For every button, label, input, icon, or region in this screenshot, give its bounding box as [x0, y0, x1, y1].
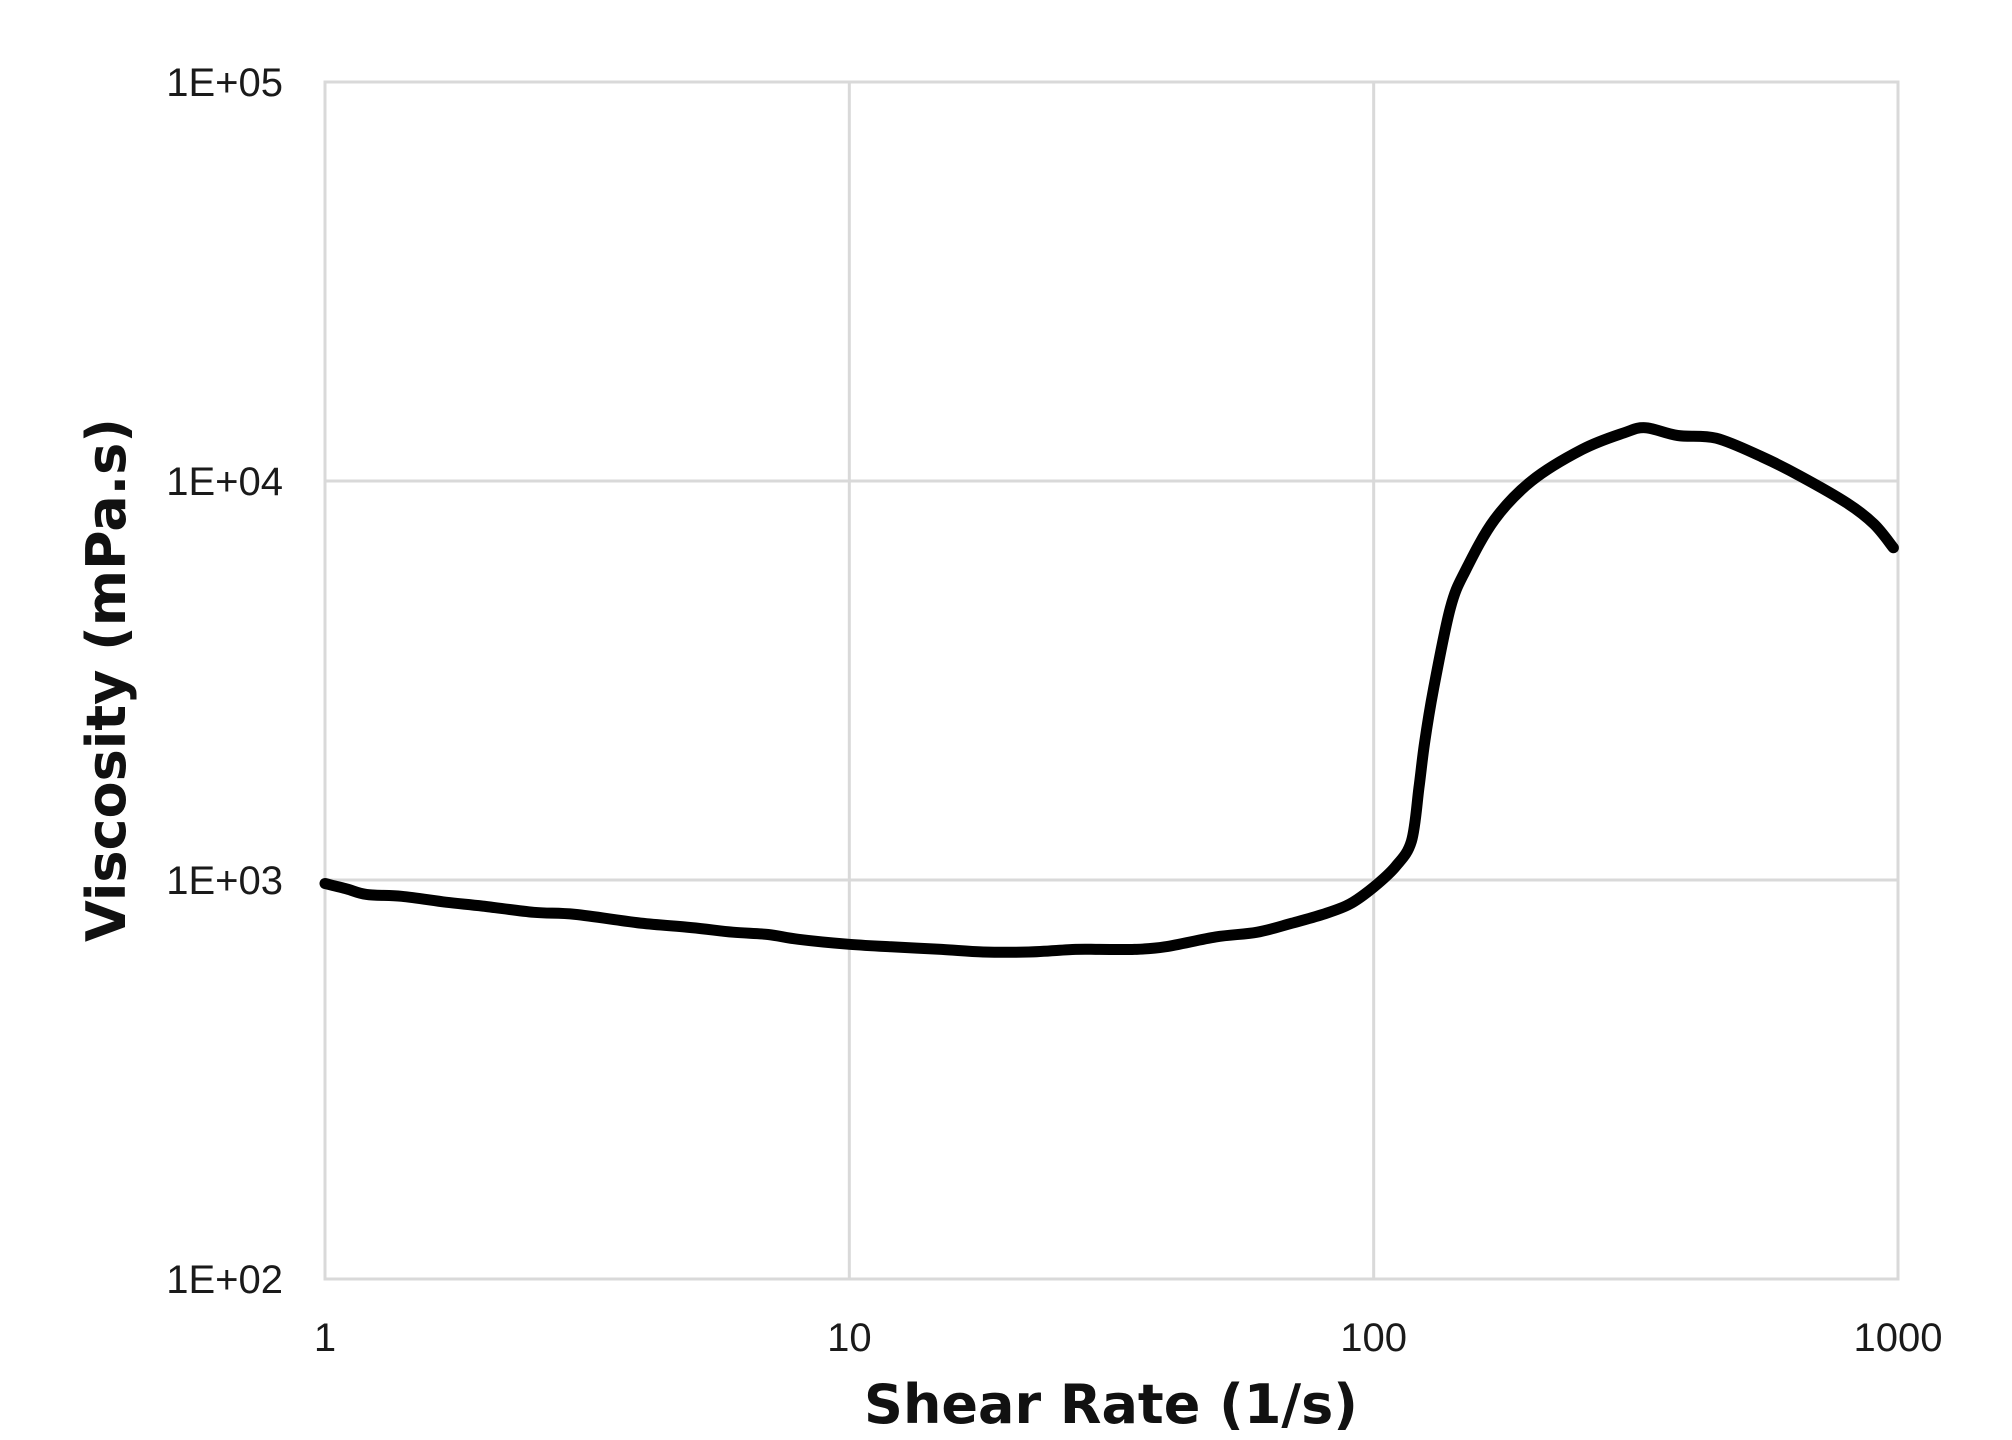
y-tick-label: 1E+03 [166, 859, 283, 903]
series-line [319, 422, 1899, 958]
y-tick-label: 1E+05 [166, 61, 283, 105]
x-tick-label: 10 [827, 1316, 872, 1360]
y-tick-labels: 1E+02 1E+03 1E+04 1E+05 [166, 61, 283, 1302]
x-tick-label: 100 [1340, 1316, 1407, 1360]
y-tick-label: 1E+04 [166, 460, 283, 504]
x-tick-label: 1 [314, 1316, 336, 1360]
plot-border [323, 80, 1900, 1281]
y-tick-label: 1E+02 [166, 1258, 283, 1302]
plot-background [325, 82, 1898, 1279]
plot-area [319, 80, 1900, 1281]
x-axis-title: Shear Rate (1/s) [864, 1373, 1358, 1436]
y-axis-title: Viscosity (mPa.s) [75, 418, 138, 942]
x-tick-label: 1000 [1854, 1316, 1943, 1360]
series-layer [319, 422, 1899, 958]
x-tick-labels: 1 10 100 1000 [314, 1316, 1943, 1360]
